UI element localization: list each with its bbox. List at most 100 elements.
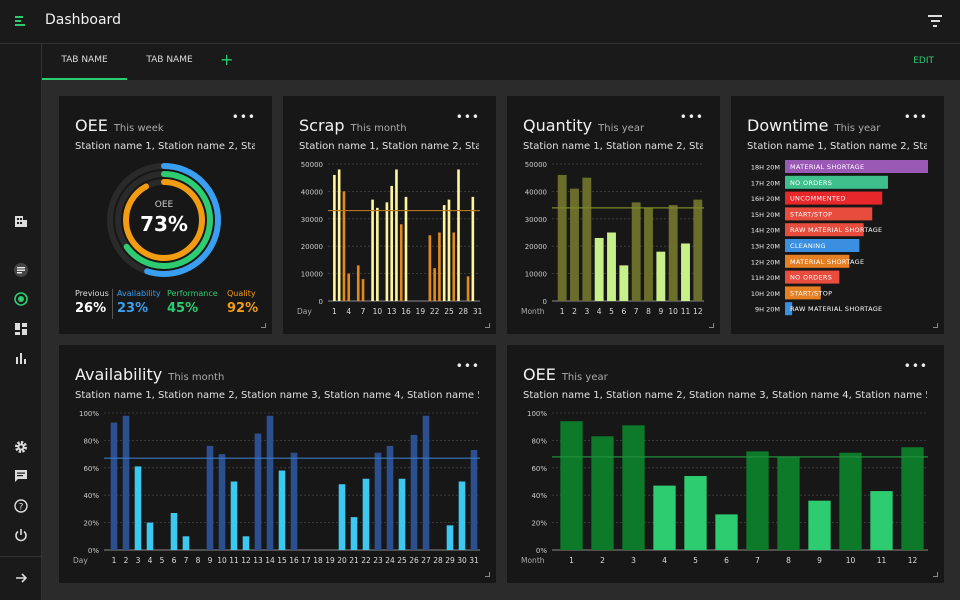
bar[interactable] <box>452 232 456 302</box>
bar[interactable] <box>110 422 118 550</box>
bar[interactable] <box>290 452 298 550</box>
bar[interactable] <box>591 436 614 550</box>
bar[interactable] <box>433 268 436 301</box>
menu-icon[interactable] <box>15 16 25 28</box>
bar[interactable] <box>333 174 336 301</box>
tab-1[interactable]: TAB NAME <box>42 44 127 80</box>
bar[interactable] <box>398 478 406 550</box>
bar[interactable] <box>458 481 466 551</box>
bar[interactable] <box>350 517 358 550</box>
bar[interactable] <box>560 421 583 550</box>
bar[interactable] <box>839 452 862 550</box>
resize-handle[interactable] <box>485 323 490 328</box>
bar[interactable] <box>668 205 678 301</box>
downtime-bar[interactable] <box>785 286 821 300</box>
bar[interactable] <box>594 237 604 301</box>
bar[interactable] <box>182 536 190 550</box>
edit-button[interactable]: EDIT <box>913 56 934 66</box>
factory-icon[interactable] <box>14 214 28 228</box>
bar[interactable] <box>870 491 893 550</box>
bar[interactable] <box>631 202 641 301</box>
bar[interactable] <box>122 415 130 550</box>
downtime-bar[interactable] <box>785 207 873 221</box>
bar[interactable] <box>342 191 346 301</box>
more-icon[interactable]: ••• <box>455 110 480 124</box>
tab-2[interactable]: TAB NAME <box>146 55 193 65</box>
downtime-bar[interactable] <box>785 254 850 268</box>
bar[interactable] <box>582 177 592 301</box>
downtime-bar[interactable] <box>785 191 883 205</box>
downtime-bar[interactable] <box>785 302 793 316</box>
chat-icon[interactable] <box>14 469 28 483</box>
downtime-bar[interactable] <box>785 223 864 237</box>
bar[interactable] <box>218 454 226 550</box>
bar[interactable] <box>471 196 475 301</box>
bar[interactable] <box>557 174 567 301</box>
downtime-bar[interactable] <box>785 270 840 284</box>
bar[interactable] <box>470 449 478 550</box>
bar[interactable] <box>386 445 394 550</box>
bar[interactable] <box>242 536 250 550</box>
bar[interactable] <box>656 251 666 301</box>
bar[interactable] <box>404 196 408 301</box>
bar[interactable] <box>446 525 454 550</box>
more-icon[interactable]: ••• <box>679 110 704 124</box>
bar[interactable] <box>808 500 831 550</box>
bar[interactable] <box>390 185 393 301</box>
bar[interactable] <box>622 425 645 550</box>
more-icon[interactable]: ••• <box>903 110 928 124</box>
bar[interactable] <box>338 484 346 550</box>
list-icon[interactable] <box>14 263 28 277</box>
bar[interactable] <box>356 265 360 301</box>
bar[interactable] <box>428 235 432 301</box>
bar[interactable] <box>347 273 351 301</box>
add-tab-button[interactable]: + <box>220 50 234 69</box>
bar[interactable] <box>466 276 470 301</box>
bar[interactable] <box>230 481 238 551</box>
arrow-right-icon[interactable] <box>14 571 28 585</box>
bar[interactable] <box>134 466 142 550</box>
bar[interactable] <box>570 188 579 301</box>
resize-handle[interactable] <box>261 323 266 328</box>
resize-handle[interactable] <box>933 572 938 577</box>
bar[interactable] <box>644 207 653 301</box>
bar[interactable] <box>684 476 707 550</box>
bar[interactable] <box>653 485 676 550</box>
more-icon[interactable]: ••• <box>455 359 480 373</box>
bar[interactable] <box>170 513 178 550</box>
resize-handle[interactable] <box>485 572 490 577</box>
downtime-bar[interactable] <box>785 160 928 173</box>
bar[interactable] <box>266 415 274 550</box>
bar[interactable] <box>681 243 690 301</box>
bar[interactable] <box>361 279 365 301</box>
bar[interactable] <box>447 199 451 301</box>
bar[interactable] <box>410 434 418 550</box>
bar[interactable] <box>607 232 616 302</box>
bar[interactable] <box>746 451 769 550</box>
bar-chart-icon[interactable] <box>14 351 28 365</box>
help-icon[interactable]: ? <box>14 499 28 513</box>
bar[interactable] <box>457 169 460 301</box>
bar[interactable] <box>376 207 379 301</box>
resize-handle[interactable] <box>933 323 938 328</box>
bar[interactable] <box>438 232 441 302</box>
bar[interactable] <box>619 265 629 301</box>
downtime-bar[interactable] <box>785 239 860 252</box>
bar[interactable] <box>206 445 214 550</box>
bar[interactable] <box>254 433 262 550</box>
gear-icon[interactable] <box>14 440 28 454</box>
bar[interactable] <box>278 470 286 550</box>
bar[interactable] <box>777 456 800 550</box>
power-icon[interactable] <box>14 528 28 542</box>
bar[interactable] <box>385 202 389 301</box>
bar[interactable] <box>901 447 924 550</box>
bar[interactable] <box>399 224 403 301</box>
bar[interactable] <box>422 415 430 550</box>
more-icon[interactable]: ••• <box>903 359 928 373</box>
bar[interactable] <box>442 205 446 301</box>
resize-handle[interactable] <box>709 323 714 328</box>
bar[interactable] <box>715 514 738 550</box>
bar[interactable] <box>146 522 154 550</box>
bar[interactable] <box>371 199 374 301</box>
bar[interactable] <box>395 169 398 301</box>
